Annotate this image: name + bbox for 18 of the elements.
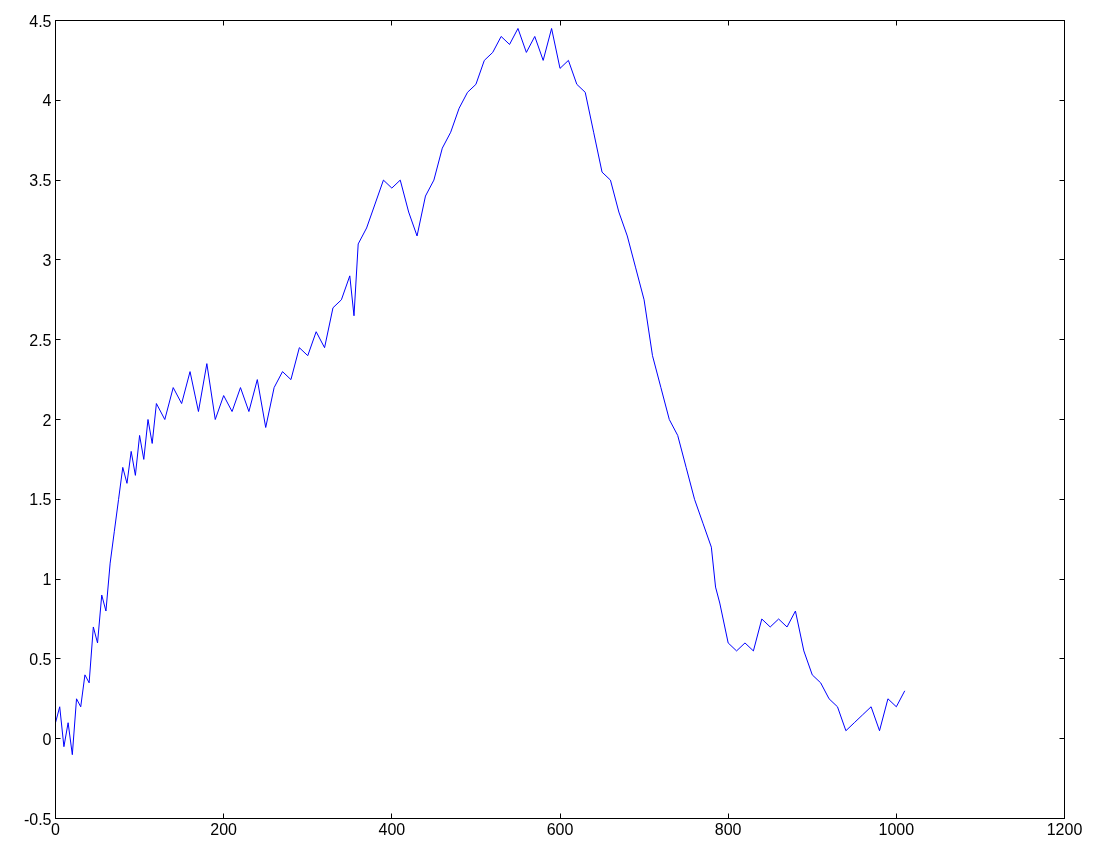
y-tick-label: 3 [42, 251, 52, 269]
x-tick-label: 1200 [1046, 820, 1083, 838]
y-tick-label: 0.5 [29, 650, 52, 668]
line-series [55, 27, 906, 756]
y-tick-label: 0 [42, 730, 52, 748]
x-tick-label: 400 [378, 820, 406, 838]
x-tick-label: 600 [546, 820, 574, 838]
y-tick-label: 4.5 [29, 12, 52, 30]
y-tick-label: 4 [42, 92, 52, 110]
y-tick-label: 3.5 [29, 172, 52, 190]
x-tick-label: 200 [210, 820, 238, 838]
x-tick-label: 800 [714, 820, 742, 838]
y-tick-label: -0.5 [23, 810, 52, 828]
y-tick-label: 1 [42, 571, 52, 589]
y-tick-label: 1.5 [29, 491, 52, 509]
x-tick-label: 1000 [878, 820, 915, 838]
y-tick-label: 2 [42, 411, 52, 429]
y-tick-label: 2.5 [29, 331, 52, 349]
